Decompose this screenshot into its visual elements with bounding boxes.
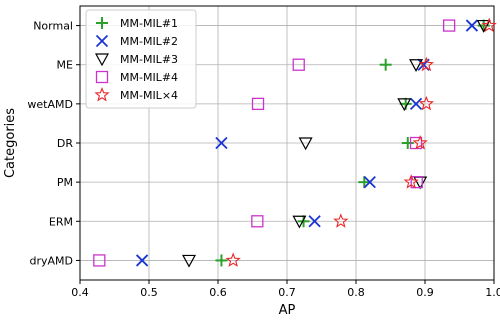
data-point bbox=[409, 97, 423, 110]
legend-label: MM-MIL#1 bbox=[120, 17, 178, 30]
data-point bbox=[379, 58, 392, 71]
data-point bbox=[292, 58, 305, 71]
data-point bbox=[182, 254, 197, 268]
data-point bbox=[298, 137, 313, 151]
data-point bbox=[251, 97, 265, 111]
y-tick-label: PM bbox=[57, 176, 73, 189]
data-point bbox=[292, 215, 307, 229]
data-point bbox=[215, 254, 228, 267]
data-point bbox=[477, 19, 490, 32]
data-point bbox=[413, 176, 428, 190]
data-point bbox=[412, 134, 428, 150]
data-point bbox=[251, 215, 264, 228]
data-point bbox=[418, 56, 435, 72]
data-point bbox=[215, 136, 228, 150]
y-tick-label: ME bbox=[57, 59, 73, 72]
data-point bbox=[135, 254, 149, 267]
legend-label: MM-MIL#2 bbox=[120, 35, 178, 48]
data-point bbox=[401, 137, 414, 149]
x-tick-label: 0.7 bbox=[278, 286, 296, 299]
x-tick-label: 0.9 bbox=[416, 286, 434, 299]
x-tick-label: 1.0 bbox=[485, 286, 500, 299]
y-tick-label: DR bbox=[57, 137, 73, 150]
x-tick-label: 0.8 bbox=[347, 286, 365, 299]
x-tick-label: 0.4 bbox=[71, 286, 89, 299]
y-tick-label: wetAMD bbox=[27, 98, 73, 111]
data-point bbox=[403, 174, 419, 189]
data-point bbox=[333, 213, 349, 228]
data-point bbox=[397, 98, 412, 112]
x-tick-label: 0.5 bbox=[140, 286, 158, 299]
y-axis-label: Categories bbox=[3, 108, 18, 178]
legend-marker bbox=[95, 70, 109, 84]
data-point bbox=[481, 17, 497, 33]
legend-box bbox=[85, 9, 197, 109]
data-point bbox=[465, 19, 479, 32]
data-point bbox=[418, 95, 435, 111]
legend: MM-MIL#1 MM-MIL#2 MM-MIL#3 MM-MIL#4 MM-MIL×4 bbox=[85, 9, 197, 109]
legend-marker bbox=[95, 34, 109, 48]
data-point bbox=[358, 176, 371, 189]
data-point bbox=[93, 254, 106, 267]
data-point bbox=[409, 59, 424, 72]
y-tick-label: ERM bbox=[49, 215, 73, 228]
legend-label: MM-MIL×4 bbox=[120, 89, 178, 102]
legend-label: MM-MIL#3 bbox=[120, 53, 178, 66]
data-point bbox=[225, 252, 241, 267]
x-axis-label: AP bbox=[279, 303, 296, 318]
data-point bbox=[308, 215, 321, 228]
legend-marker bbox=[96, 17, 108, 29]
legend-marker bbox=[94, 53, 110, 67]
data-point bbox=[410, 175, 423, 189]
data-point bbox=[297, 215, 310, 228]
legend-marker bbox=[94, 86, 110, 102]
y-tick-label: Normal bbox=[33, 20, 73, 33]
data-point bbox=[442, 19, 456, 32]
data-point bbox=[363, 176, 376, 189]
legend-label: MM-MIL#4 bbox=[120, 71, 178, 84]
x-tick-label: 0.6 bbox=[209, 286, 227, 299]
y-tick-label: dryAMD bbox=[29, 254, 73, 267]
